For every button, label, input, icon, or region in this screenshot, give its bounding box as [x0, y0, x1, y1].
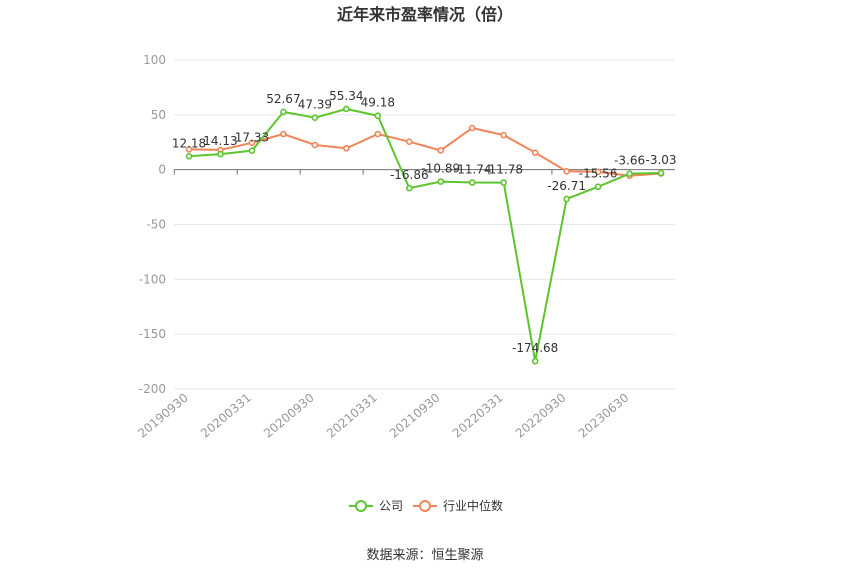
company-data-label: 17.33: [235, 131, 269, 145]
y-tick-label: 0: [158, 163, 166, 177]
company-data-label: -16.86: [390, 168, 429, 182]
company-point: [531, 357, 539, 365]
legend-item-company[interactable]: 公司: [349, 499, 403, 513]
legend[interactable]: 公司 行业中位数: [349, 498, 503, 513]
x-axis: 20190930 20200331 20200930 20210331 20210930…: [135, 169, 632, 441]
industry-median-point: [405, 138, 413, 146]
company-point: [374, 112, 382, 120]
legend-item-industry-median[interactable]: 行业中位数: [413, 498, 503, 513]
x-tick-label: 20190930: [135, 391, 191, 441]
company-data-label: -10.89: [421, 162, 460, 176]
company-data-label: -3.66: [614, 154, 645, 168]
company-data-label: -3.03: [646, 153, 677, 167]
company-point: [657, 169, 665, 177]
company-point: [594, 183, 602, 191]
industry-median-point: [531, 149, 539, 156]
y-tick-label: -100: [139, 272, 166, 286]
legend-company-marker: [355, 500, 367, 512]
company-point: [563, 195, 570, 203]
industry-median-point: [468, 124, 476, 132]
industry-median-point: [500, 131, 508, 139]
company-point: [311, 114, 319, 121]
x-tick-label: 20220331: [450, 391, 506, 441]
company-point: [468, 179, 476, 186]
company-data-label: -15.56: [579, 167, 618, 181]
company-point: [217, 150, 224, 158]
x-tick-label: 20200331: [198, 391, 254, 441]
industry-median-point: [563, 168, 570, 175]
industry-median-point: [374, 130, 382, 138]
company-data-label: 49.18: [361, 96, 395, 110]
company-point: [405, 184, 413, 192]
y-tick-label: -50: [146, 218, 166, 232]
industry-median-point: [280, 130, 287, 138]
industry-median-line: [188, 126, 662, 177]
company-line: [188, 107, 662, 363]
industry-median-point: [248, 139, 256, 147]
x-tick-label: 20200930: [261, 391, 317, 441]
company-data-label: -174.68: [512, 341, 558, 355]
y-tick-label: 100: [143, 53, 166, 67]
company-point: [248, 147, 256, 154]
company-data-label: 47.39: [298, 98, 332, 112]
grid-lines: [174, 59, 675, 390]
x-tick-label: 20220930: [513, 391, 569, 441]
industry-median-point: [437, 147, 445, 154]
industry-median-point: [594, 168, 602, 176]
x-tick-label: 20210930: [387, 391, 443, 441]
x-tick-label: 20230630: [576, 391, 632, 441]
chart-title: 近年来市盈率情况（倍）: [337, 5, 513, 24]
y-tick-label: -150: [139, 327, 166, 341]
company-point: [343, 105, 350, 113]
company-point: [437, 178, 445, 185]
industry-median-point: [185, 146, 193, 153]
legend-industry-label: 行业中位数: [443, 498, 503, 513]
y-tick-label: 50: [151, 108, 166, 122]
industry-median-point: [343, 144, 350, 152]
company-point: [185, 153, 193, 160]
company-point: [500, 179, 508, 186]
company-data-label: 12.18: [172, 136, 206, 150]
company-point: [280, 108, 287, 116]
company-data-label: 14.13: [203, 134, 237, 148]
source-note: 数据来源：恒生聚源: [366, 548, 483, 563]
industry-median-point: [311, 141, 319, 149]
legend-industry-marker: [419, 500, 431, 512]
company-data-label: -26.71: [547, 179, 586, 193]
series-layer: [185, 105, 665, 365]
y-tick-label: -200: [139, 382, 166, 396]
company-data-label: 52.67: [266, 92, 300, 106]
company-data-label: -11.78: [484, 163, 523, 177]
company-point: [626, 170, 633, 177]
legend-company-label: 公司: [379, 499, 403, 513]
company-data-label: -11.74: [453, 163, 492, 177]
x-tick-label: 20210331: [324, 391, 380, 441]
y-axis: 100 50 0 -50 -100 -150 -200: [139, 53, 166, 396]
company-data-label: 55.34: [329, 89, 363, 103]
